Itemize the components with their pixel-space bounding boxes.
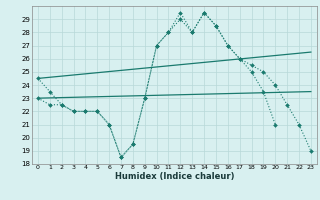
X-axis label: Humidex (Indice chaleur): Humidex (Indice chaleur): [115, 172, 234, 181]
